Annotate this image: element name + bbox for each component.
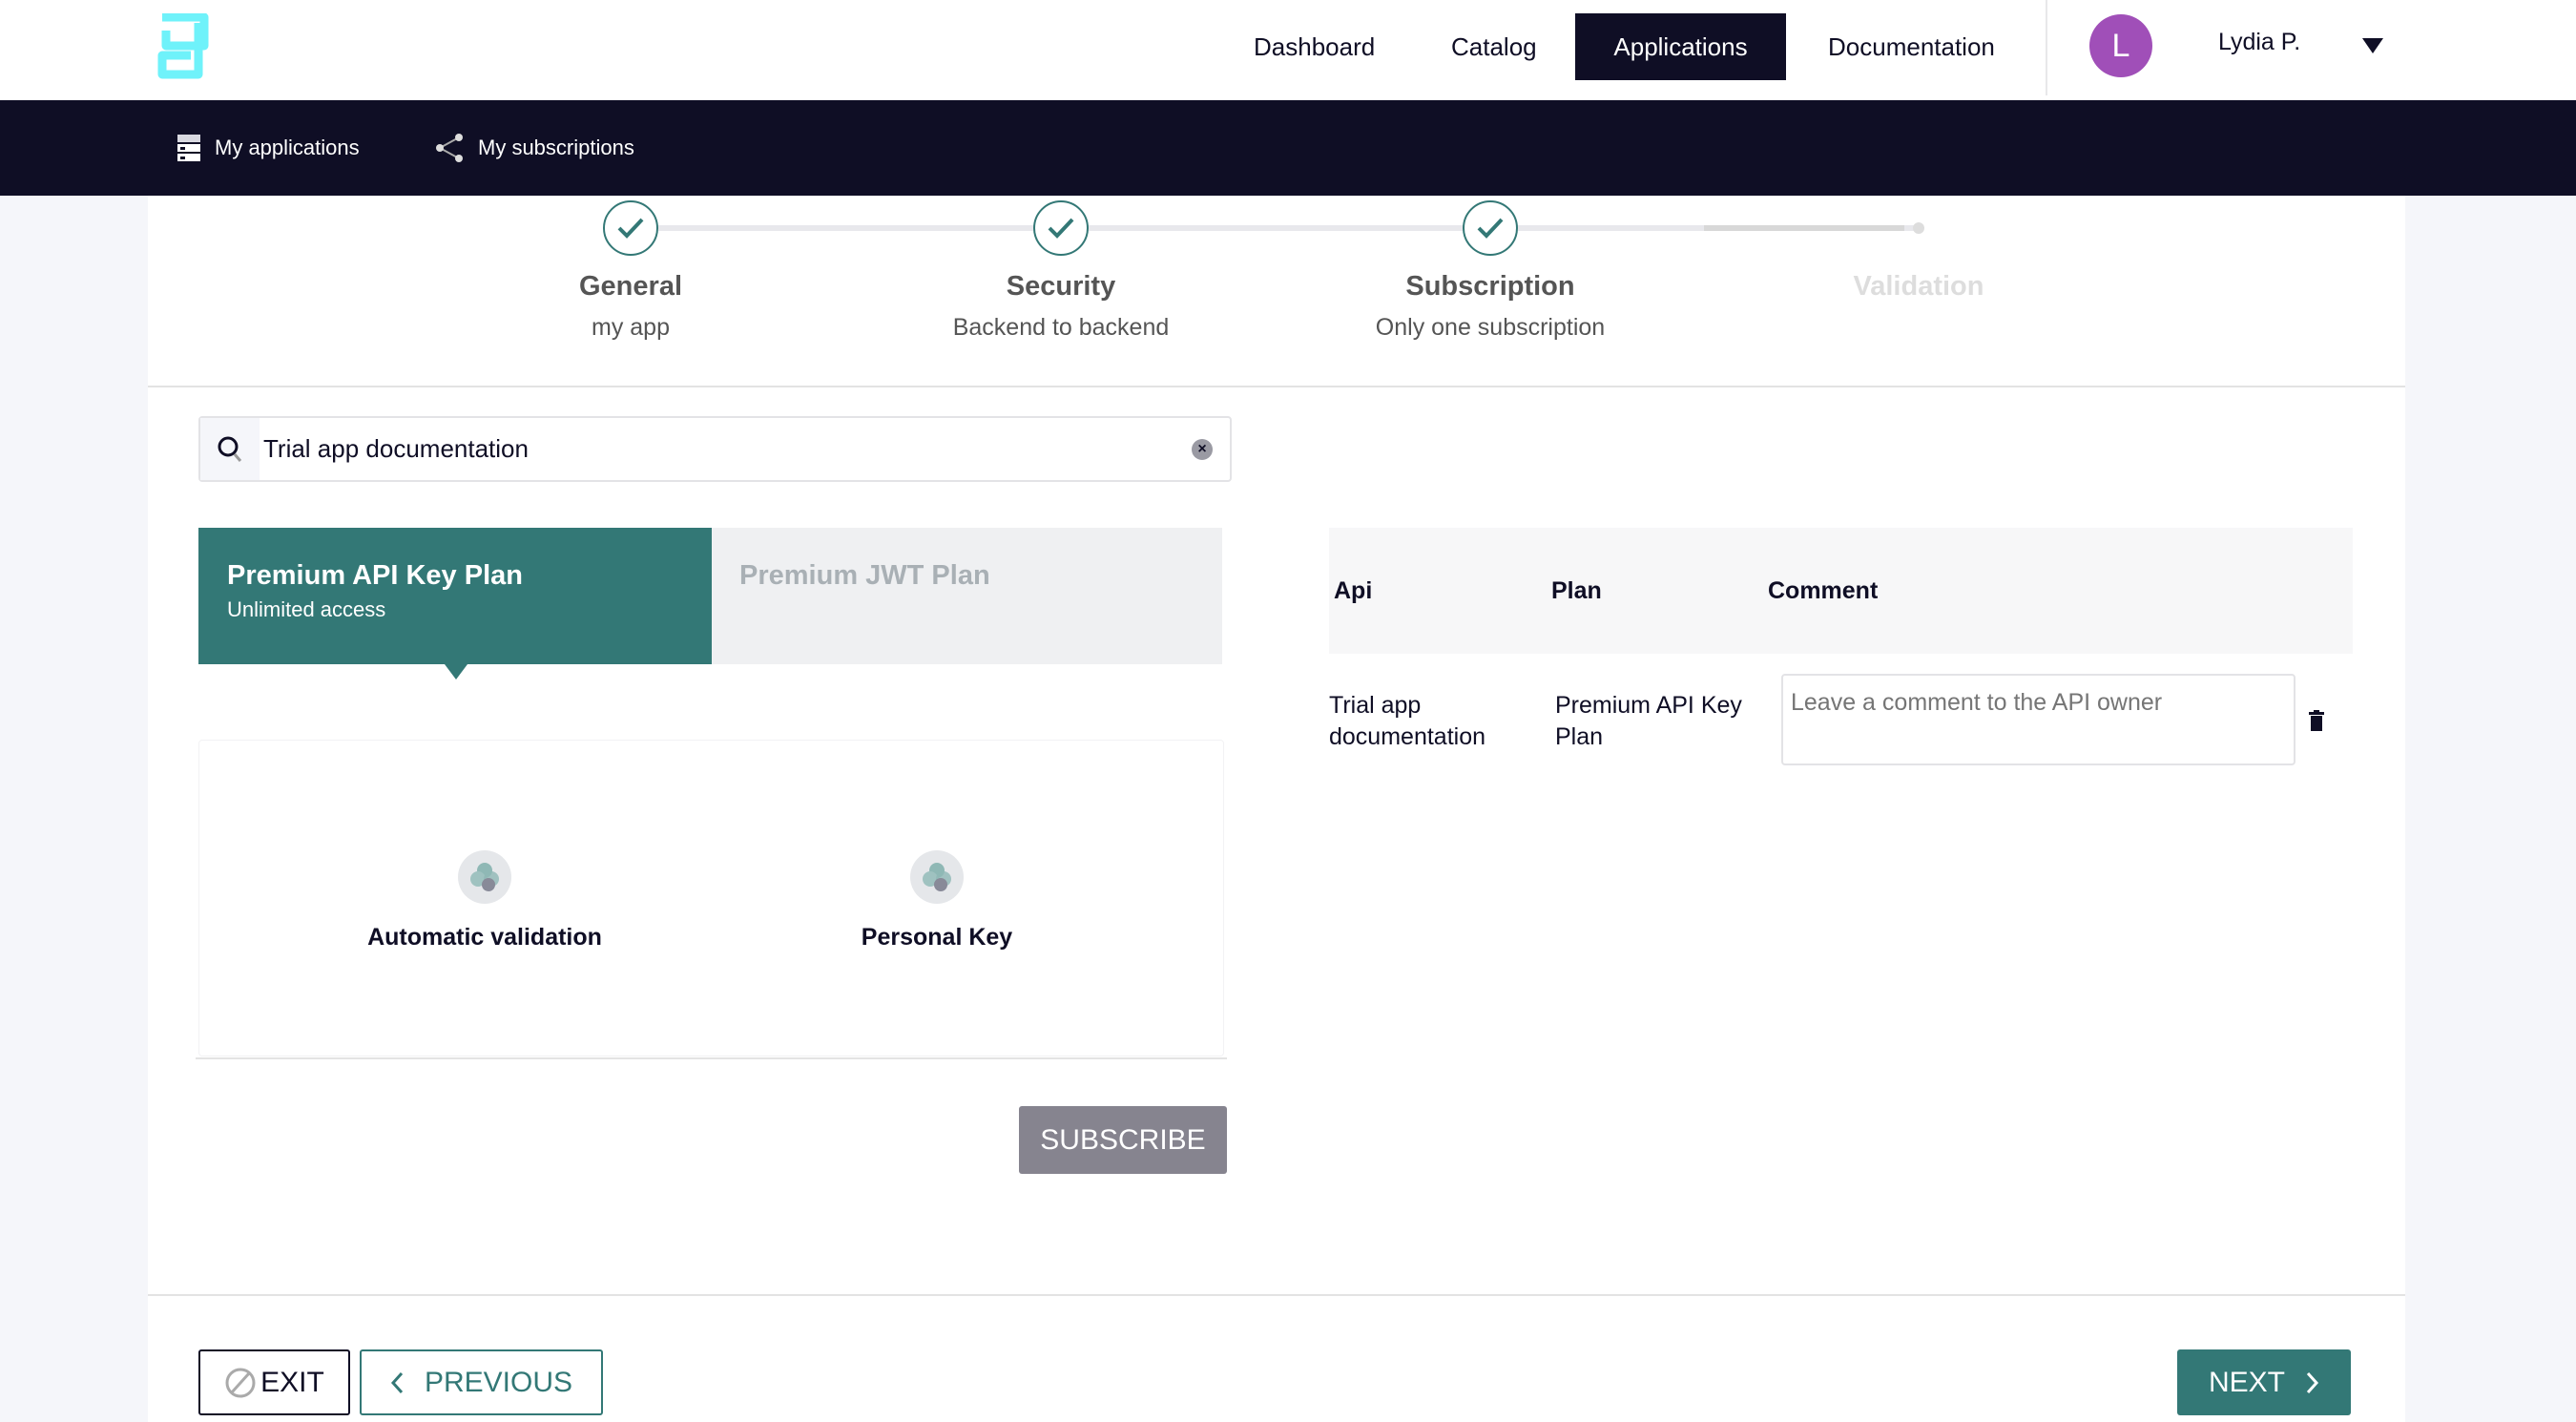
search-icon bbox=[200, 418, 260, 480]
caret-down-icon[interactable] bbox=[2362, 38, 2383, 53]
share-icon bbox=[436, 134, 463, 162]
subscribe-button[interactable]: SUBSCRIBE bbox=[1019, 1106, 1227, 1174]
plan-name: Premium JWT Plan bbox=[739, 560, 990, 591]
step-security-check-icon bbox=[1033, 200, 1089, 256]
step-title: Subscription bbox=[1405, 271, 1575, 302]
step-title: General bbox=[579, 271, 682, 302]
step-subscription-check-icon bbox=[1463, 200, 1518, 256]
previous-label: PREVIOUS bbox=[424, 1366, 573, 1398]
table-header bbox=[1329, 528, 2353, 654]
plan-description: Unlimited access bbox=[227, 597, 386, 621]
logo[interactable] bbox=[156, 12, 210, 80]
wizard-card bbox=[148, 196, 2405, 1422]
chevron-right-icon bbox=[2306, 1371, 2319, 1393]
previous-button[interactable]: PREVIOUS bbox=[360, 1349, 603, 1415]
divider bbox=[148, 1294, 2405, 1296]
subnav-label: My subscriptions bbox=[478, 136, 634, 159]
stepper-track-pending bbox=[1704, 225, 1904, 231]
row-plan: Premium API Key Plan bbox=[1555, 692, 1742, 750]
plan-details bbox=[198, 740, 1224, 1056]
avatar[interactable]: L bbox=[2089, 14, 2152, 77]
next-button[interactable]: NEXT bbox=[2177, 1349, 2351, 1415]
divider bbox=[196, 1057, 1227, 1059]
step-title: Validation bbox=[1853, 271, 1984, 302]
column-header-api: Api bbox=[1334, 577, 1373, 604]
plan-tab-premium-jwt[interactable]: Premium JWT Plan bbox=[712, 528, 1222, 664]
nav-applications[interactable]: Applications bbox=[1575, 13, 1786, 80]
next-label: NEXT bbox=[2208, 1366, 2285, 1398]
column-header-comment: Comment bbox=[1768, 577, 1879, 604]
divider bbox=[2046, 0, 2047, 95]
step-subtitle: my app bbox=[592, 314, 670, 341]
detail-label: Automatic validation bbox=[367, 924, 602, 951]
row-api: Trial app documentation bbox=[1329, 692, 1486, 750]
user-name[interactable]: Lydia P. bbox=[2218, 29, 2301, 55]
search-field: × bbox=[198, 416, 1232, 482]
step-title: Security bbox=[1006, 271, 1116, 302]
clear-search-icon[interactable]: × bbox=[1192, 439, 1213, 460]
nav-catalog[interactable]: Catalog bbox=[1451, 32, 1537, 61]
divider bbox=[148, 386, 2405, 387]
applications-icon bbox=[177, 135, 200, 161]
subnav-my-applications[interactable]: My applications bbox=[177, 100, 360, 196]
comment-input[interactable] bbox=[1781, 674, 2296, 765]
nav-documentation[interactable]: Documentation bbox=[1828, 32, 1995, 61]
key-icon bbox=[910, 850, 964, 904]
subnav-my-subscriptions[interactable]: My subscriptions bbox=[434, 100, 634, 196]
stepper-track bbox=[658, 225, 1918, 231]
step-subtitle: Only one subscription bbox=[1375, 314, 1606, 341]
step-general-check-icon bbox=[603, 200, 658, 256]
step-validation-dot bbox=[1913, 222, 1924, 234]
subnav-label: My applications bbox=[215, 136, 360, 159]
plan-tab-premium-api-key[interactable]: Premium API Key Plan Unlimited access bbox=[198, 528, 712, 664]
search-input[interactable] bbox=[263, 428, 1122, 470]
top-header: Dashboard Catalog Applications Documenta… bbox=[0, 0, 2576, 100]
trash-icon[interactable] bbox=[2309, 710, 2324, 736]
validation-icon bbox=[458, 850, 511, 904]
column-header-plan: Plan bbox=[1551, 577, 1602, 604]
selected-pointer bbox=[445, 664, 467, 680]
step-subtitle: Backend to backend bbox=[952, 314, 1170, 341]
plan-name: Premium API Key Plan bbox=[227, 560, 523, 591]
chevron-left-icon bbox=[390, 1371, 404, 1393]
exit-label: EXIT bbox=[260, 1366, 324, 1398]
exit-button[interactable]: EXIT bbox=[198, 1349, 350, 1415]
detail-label: Personal Key bbox=[861, 924, 1013, 951]
sub-navigation: My applications My subscriptions bbox=[0, 100, 2576, 196]
cancel-icon bbox=[225, 1368, 256, 1397]
nav-dashboard[interactable]: Dashboard bbox=[1254, 32, 1376, 61]
